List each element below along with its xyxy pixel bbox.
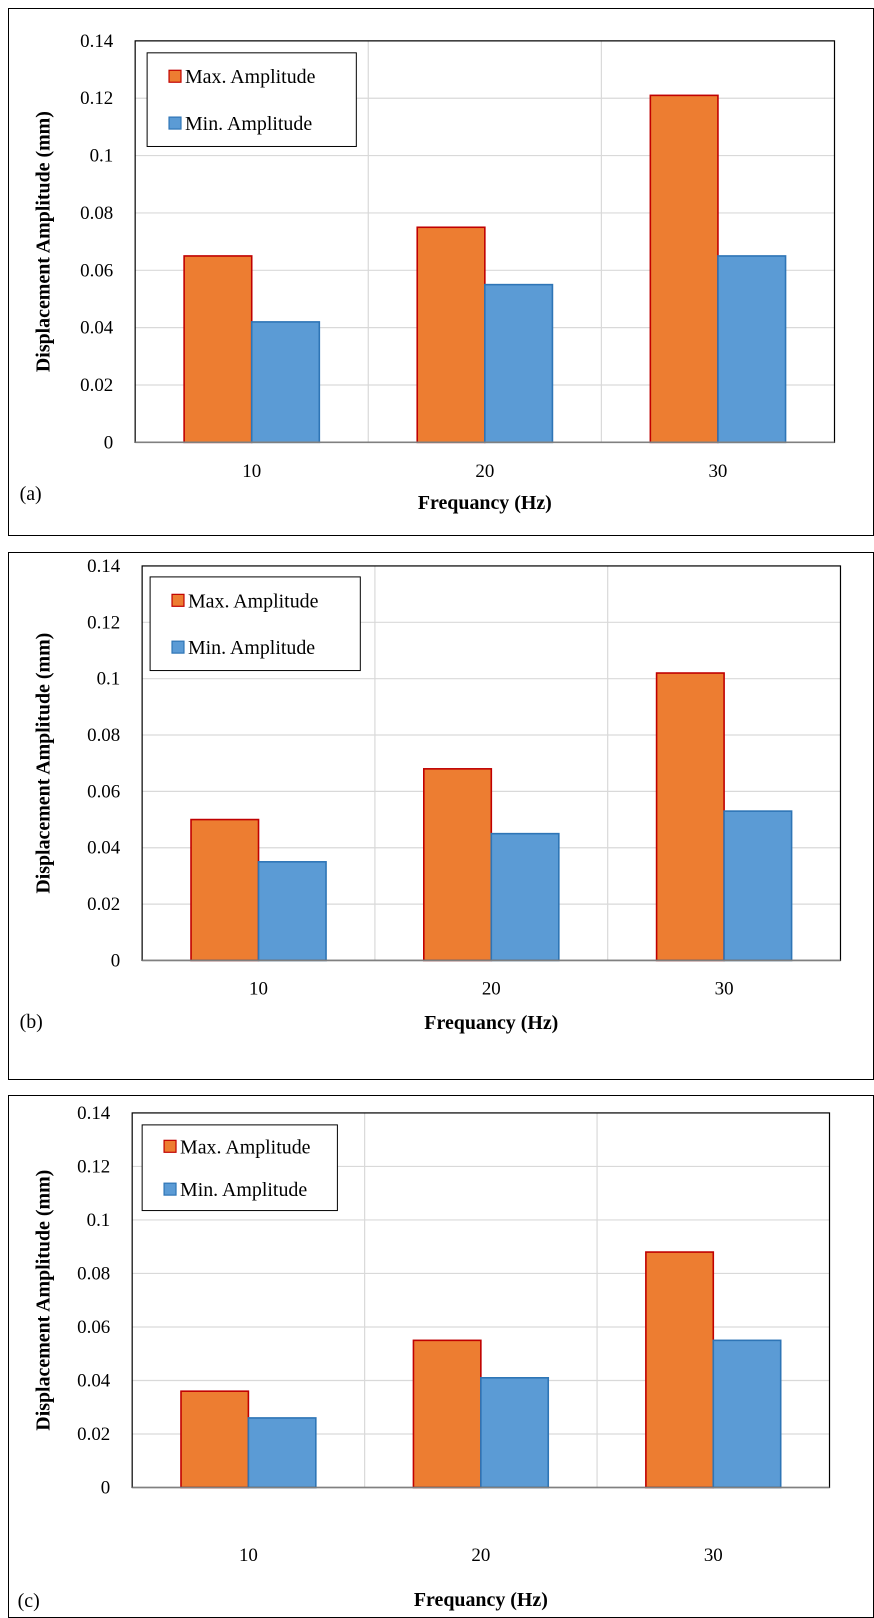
bar-min-amplitude — [257, 861, 327, 962]
bar-min-amplitude — [484, 283, 554, 444]
y-axis-title: Displacement Amplitude (mm) — [33, 1170, 55, 1431]
y-axis-title: Displacement Amplitude (mm) — [32, 111, 54, 372]
bar-min-amplitude — [717, 255, 787, 444]
bar-min-amplitude — [250, 321, 321, 444]
chart-panel-c: 0 0.02 0.04 0.06 0.08 0.1 0.12 0.14 10 20 30 Max. A… — [8, 1095, 874, 1618]
y-tick-label: 0.08 — [77, 1263, 110, 1284]
y-tick-label: 0.12 — [87, 612, 120, 633]
x-tick-label: 20 — [471, 1545, 490, 1566]
bar-min-amplitude — [480, 1377, 550, 1489]
y-tick-label: 0.02 — [80, 375, 113, 396]
bar-max-amplitude — [180, 1390, 250, 1489]
y-tick-label: 0.06 — [77, 1317, 110, 1338]
legend-swatch — [163, 1182, 177, 1196]
bar-max-amplitude — [655, 672, 725, 962]
y-tick-label: 0.02 — [87, 894, 120, 915]
bar-min-amplitude — [490, 832, 560, 962]
y-tick-label: 0.02 — [77, 1424, 110, 1445]
y-tick-label: 0.08 — [87, 725, 120, 746]
bar-max-amplitude — [190, 818, 260, 962]
legend-label: Min. Amplitude — [188, 637, 315, 659]
y-tick-label: 0.04 — [77, 1370, 111, 1391]
legend-label: Min. Amplitude — [185, 113, 312, 135]
y-tick-label: 0.12 — [80, 88, 113, 109]
bar-max-amplitude — [183, 255, 253, 444]
legend-swatch — [171, 593, 185, 607]
y-axis-title: Displacement Amplitude (mm) — [32, 633, 54, 894]
legend-box — [141, 1124, 338, 1212]
y-tick-label: 0.06 — [87, 781, 120, 802]
legend-swatch — [171, 640, 185, 654]
panel-label: (b) — [20, 1011, 43, 1033]
x-tick-label: 10 — [239, 1545, 258, 1566]
y-tick-label: 0.14 — [77, 1103, 111, 1124]
legend-box — [146, 52, 357, 147]
bar-chart: 0 0.02 0.04 0.06 0.08 0.1 0.12 0.14 10 20 30 Max. A… — [20, 31, 836, 514]
y-tick-label: 0.12 — [77, 1156, 110, 1177]
legend-box — [149, 576, 361, 672]
y-tick-label: 0.1 — [97, 669, 121, 690]
bar-max-amplitude — [645, 1251, 715, 1489]
bar-chart: 0 0.02 0.04 0.06 0.08 0.1 0.12 0.14 10 20 30 Max. A… — [20, 556, 842, 1034]
bar-max-amplitude — [416, 226, 486, 444]
legend-swatch — [163, 1139, 177, 1153]
y-tick-label: 0.14 — [80, 31, 114, 52]
y-tick-label: 0.08 — [80, 203, 113, 224]
bar-min-amplitude — [247, 1417, 317, 1489]
x-tick-label: 20 — [475, 461, 494, 482]
y-tick-label: 0.1 — [90, 146, 114, 167]
bar-min-amplitude — [723, 810, 793, 962]
x-axis-title: Frequancy (Hz) — [424, 1012, 558, 1034]
bar-max-amplitude — [423, 768, 493, 962]
bar-chart: 0 0.02 0.04 0.06 0.08 0.1 0.12 0.14 10 20 30 Max. A… — [18, 1103, 831, 1612]
legend-label: Max. Amplitude — [180, 1136, 311, 1158]
bar-max-amplitude — [649, 94, 719, 444]
legend-label: Min. Amplitude — [180, 1179, 307, 1201]
y-tick-label: 0 — [111, 950, 120, 971]
x-tick-label: 30 — [715, 978, 734, 999]
x-tick-label: 30 — [708, 461, 727, 482]
y-tick-label: 0.04 — [87, 838, 121, 859]
legend-label: Max. Amplitude — [188, 590, 319, 612]
chart-panel-b: 0 0.02 0.04 0.06 0.08 0.1 0.12 0.14 10 20 30 Max. A… — [8, 552, 874, 1080]
legend-swatch — [168, 116, 182, 130]
legend-swatch — [168, 69, 182, 83]
legend-label: Max. Amplitude — [185, 66, 316, 88]
x-tick-label: 20 — [482, 978, 501, 999]
chart-panel-a: 0 0.02 0.04 0.06 0.08 0.1 0.12 0.14 10 20 30 Max. A… — [8, 8, 874, 536]
x-tick-label: 10 — [249, 978, 268, 999]
y-tick-label: 0.1 — [87, 1210, 111, 1231]
y-tick-label: 0.14 — [87, 556, 121, 577]
x-axis-title: Frequancy (Hz) — [414, 1589, 548, 1611]
panel-label: (c) — [18, 1590, 40, 1612]
bar-min-amplitude — [712, 1339, 782, 1489]
panel-label: (a) — [20, 483, 42, 505]
y-tick-label: 0.04 — [80, 318, 114, 339]
x-axis-title: Frequancy (Hz) — [418, 492, 552, 514]
y-tick-label: 0 — [104, 432, 113, 453]
y-tick-label: 0.06 — [80, 260, 113, 281]
x-tick-label: 10 — [242, 461, 261, 482]
x-tick-label: 30 — [704, 1545, 723, 1566]
y-tick-label: 0 — [101, 1477, 110, 1498]
bar-max-amplitude — [412, 1339, 482, 1489]
